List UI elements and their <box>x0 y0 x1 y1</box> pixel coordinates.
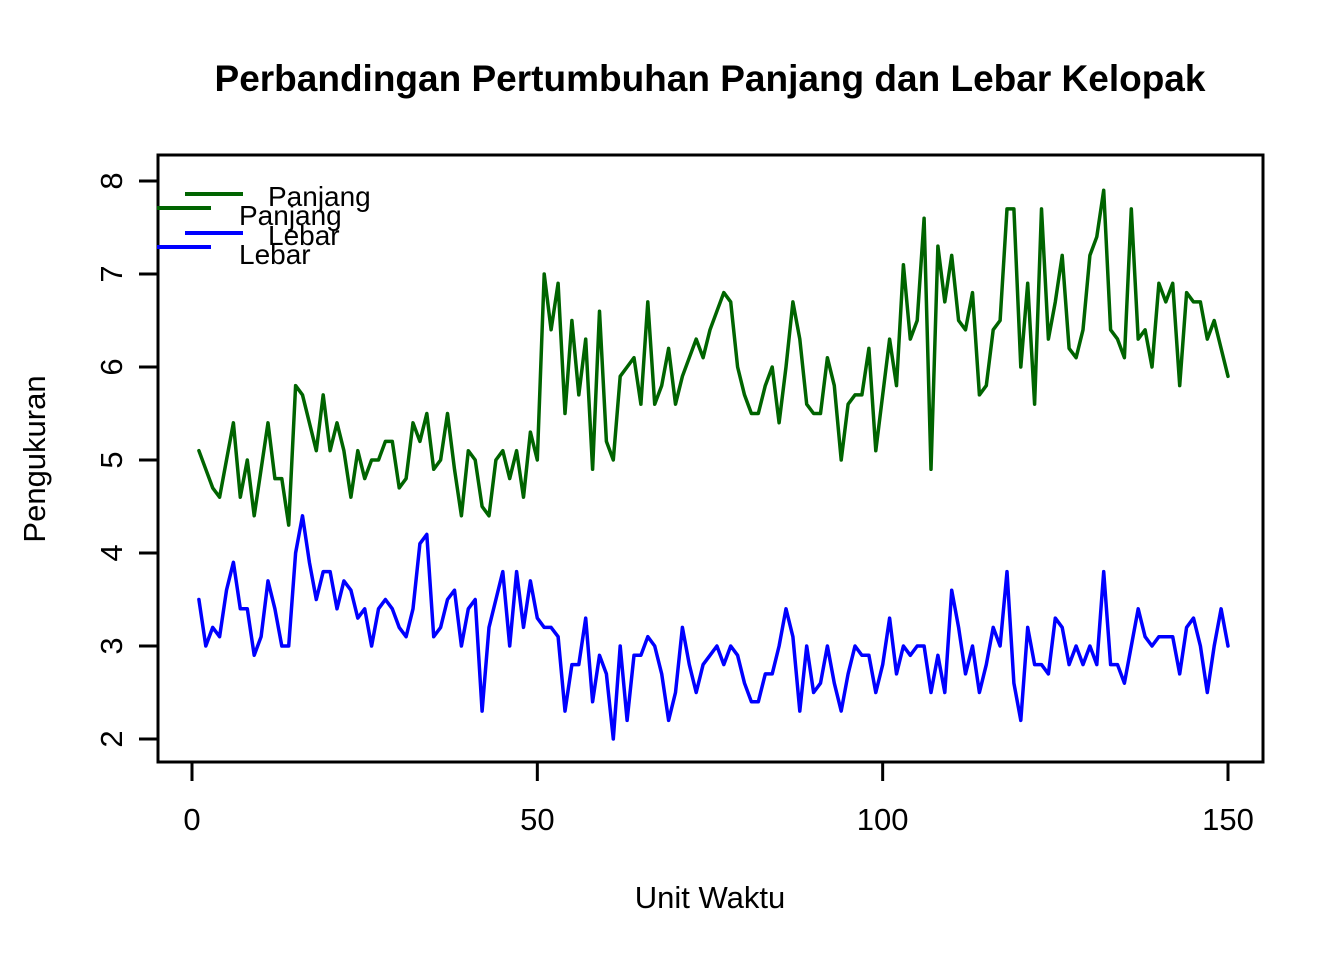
y-tick-label: 8 <box>94 172 129 189</box>
legend-label-panjang: Panjang <box>268 181 371 212</box>
series-line-lebar <box>197 514 1230 741</box>
series-line-panjang <box>197 188 1230 527</box>
legend-label-lebar: Lebar <box>268 220 340 251</box>
data-series <box>197 188 1230 741</box>
legend-label-panjang: Panjang <box>239 200 342 231</box>
x-axis-title: Unit Waktu <box>635 880 785 915</box>
x-tick-label: 150 <box>1202 802 1254 837</box>
y-tick-label: 5 <box>94 451 129 468</box>
x-tick-label: 50 <box>520 802 554 837</box>
legend-label-lebar: Lebar <box>239 239 311 270</box>
chart-title: Perbandingan Pertumbuhan Panjang dan Leb… <box>215 58 1206 99</box>
y-axis-title: Pengukuran <box>17 375 52 542</box>
y-tick-label: 6 <box>94 358 129 375</box>
y-tick-label: 4 <box>94 544 129 561</box>
y-axis-ticks: 2 3 4 5 6 7 8 <box>94 172 158 748</box>
x-tick-label: 0 <box>183 802 200 837</box>
y-tick-label: 7 <box>94 265 129 282</box>
x-axis-ticks: 0 50 100 150 <box>183 762 1254 837</box>
y-tick-label: 3 <box>94 637 129 654</box>
y-tick-label: 2 <box>94 730 129 747</box>
x-tick-label: 100 <box>857 802 909 837</box>
